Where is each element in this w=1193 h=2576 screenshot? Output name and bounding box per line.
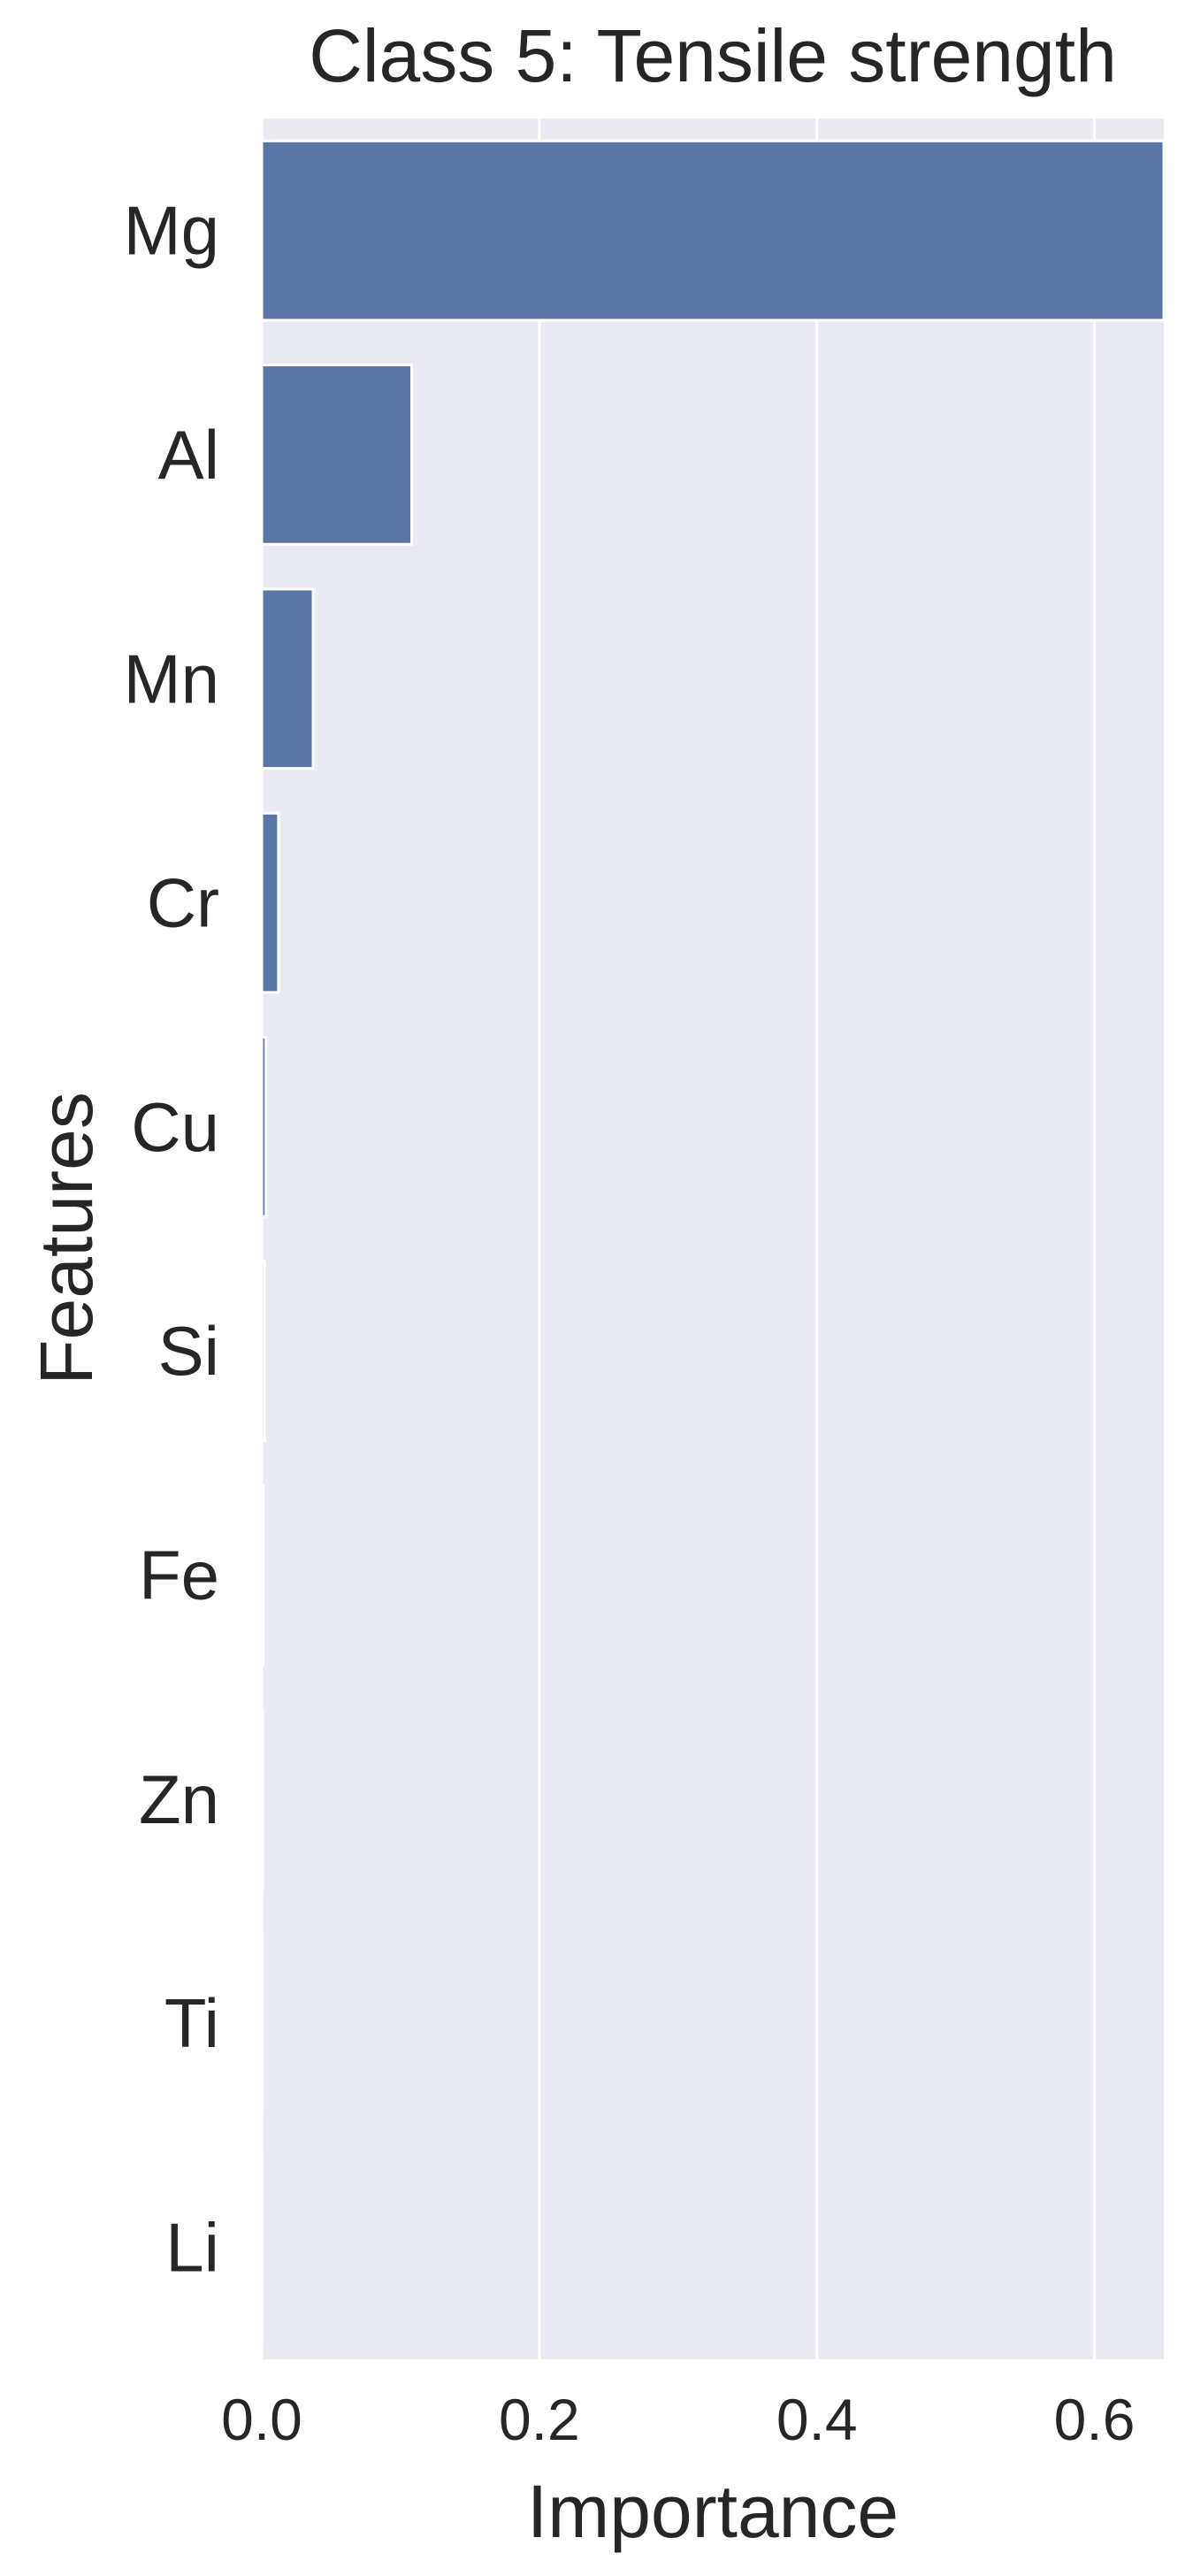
x-tick-label-0: 0.0 bbox=[221, 2387, 302, 2452]
y-tick-label-mg: Mg bbox=[124, 192, 219, 270]
x-tick-labels: 0.0 0.2 0.4 0.6 bbox=[221, 2387, 1135, 2452]
bar-mn bbox=[260, 587, 315, 770]
y-tick-labels: Mg Al Mn Cr Cu Si Fe Zn Ti Li bbox=[124, 192, 219, 2287]
bar-si bbox=[260, 1260, 266, 1442]
bar-fe bbox=[260, 1484, 265, 1667]
bars bbox=[260, 139, 1166, 2339]
y-tick-label-zn: Zn bbox=[139, 1760, 219, 1838]
y-tick-label-mn: Mn bbox=[124, 640, 219, 717]
y-tick-label-cr: Cr bbox=[147, 864, 219, 942]
x-tick-label-3: 0.6 bbox=[1054, 2387, 1136, 2452]
bar-cr bbox=[260, 811, 280, 994]
bar-mg bbox=[260, 139, 1166, 322]
bar-cu bbox=[260, 1036, 268, 1218]
y-tick-label-si: Si bbox=[158, 1312, 219, 1390]
y-tick-label-cu: Cu bbox=[131, 1088, 219, 1166]
bar-zn bbox=[260, 1707, 264, 1890]
x-axis-label: Importance bbox=[527, 2470, 899, 2553]
y-tick-label-fe: Fe bbox=[139, 1536, 219, 1614]
x-tick-label-1: 0.2 bbox=[499, 2387, 580, 2452]
y-tick-label-al: Al bbox=[158, 416, 219, 494]
y-axis-label: Features bbox=[25, 1092, 108, 1385]
chart-title: Class 5: Tensile strength bbox=[309, 14, 1117, 97]
y-tick-label-li: Li bbox=[165, 2208, 219, 2286]
y-tick-label-ti: Ti bbox=[164, 1984, 219, 2062]
x-tick-label-2: 0.4 bbox=[776, 2387, 858, 2452]
bar-al bbox=[260, 364, 413, 546]
